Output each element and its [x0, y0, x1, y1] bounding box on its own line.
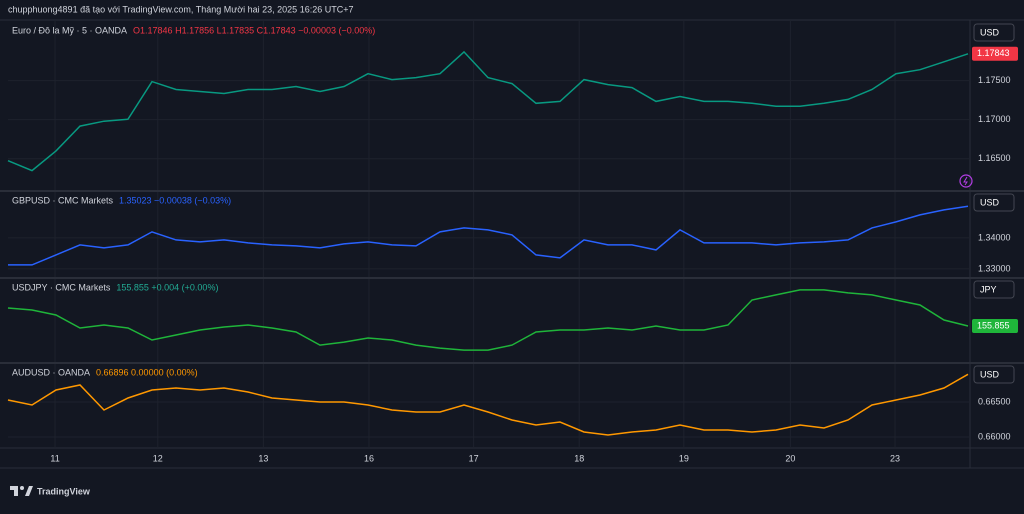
quote-label: 0.66896 0.00000 (0.00%) [96, 367, 198, 377]
currency-label: USD [980, 197, 1000, 207]
logo-text: TradingView [37, 486, 91, 496]
y-tick-label: 0.66500 [978, 396, 1011, 406]
y-tick-label: 1.33000 [978, 263, 1011, 273]
y-tick-label: 0.66000 [978, 431, 1011, 441]
price-line [7, 373, 969, 436]
currency-box [973, 280, 1015, 299]
quote-label: O1.17846 H1.17856 L1.17835 C1.17843 −0.0… [133, 25, 375, 35]
currency-label: USD [980, 369, 1000, 379]
last-price-label: 1.17843 [977, 48, 1010, 58]
x-tick-label: 11 [50, 453, 59, 463]
price-line [7, 289, 969, 351]
logo-mark-dot [20, 486, 24, 490]
logo-mark [10, 486, 18, 496]
quote-label: 1.35023 −0.00038 (−0.03%) [119, 195, 231, 205]
x-tick-label: 23 [890, 453, 900, 463]
alert-icon[interactable] [959, 174, 973, 188]
symbol-label: AUDUSD · OANDA [12, 367, 90, 377]
last-price-badge [972, 46, 1018, 61]
symbol-label: USDJPY · CMC Markets [12, 282, 111, 292]
currency-label: USD [980, 27, 1000, 37]
y-tick-label: 1.17000 [978, 114, 1011, 124]
currency-box [973, 23, 1015, 42]
y-tick-label: 1.16500 [978, 153, 1011, 163]
last-price-badge [972, 319, 1018, 334]
x-tick-label: 12 [153, 453, 163, 463]
x-tick-label: 17 [469, 453, 479, 463]
y-tick-label: 1.34000 [978, 232, 1011, 242]
x-tick-label: 20 [785, 453, 795, 463]
currency-label: JPY [980, 284, 997, 294]
logo-mark-slash [25, 486, 33, 496]
alert-icon-bolt [963, 176, 968, 186]
price-line [8, 205, 969, 266]
x-tick-label: 18 [574, 453, 584, 463]
symbol-label: GBPUSD · CMC Markets [12, 195, 114, 205]
quote-label: 155.855 +0.004 (+0.00%) [116, 282, 218, 292]
currency-box [973, 365, 1015, 384]
logo: TradingView [10, 486, 91, 496]
symbol-label: Euro / Đô la Mỹ · 5 · OANDA [12, 25, 127, 35]
x-tick-label: 16 [364, 453, 374, 463]
x-tick-label: 13 [258, 453, 268, 463]
x-tick-label: 19 [679, 453, 689, 463]
header: chupphuong4891 đã tạo với TradingView.co… [8, 4, 353, 14]
currency-box [973, 193, 1015, 212]
price-line [7, 50, 969, 172]
last-price-label: 155.855 [977, 320, 1010, 330]
y-tick-label: 1.17500 [978, 75, 1011, 85]
